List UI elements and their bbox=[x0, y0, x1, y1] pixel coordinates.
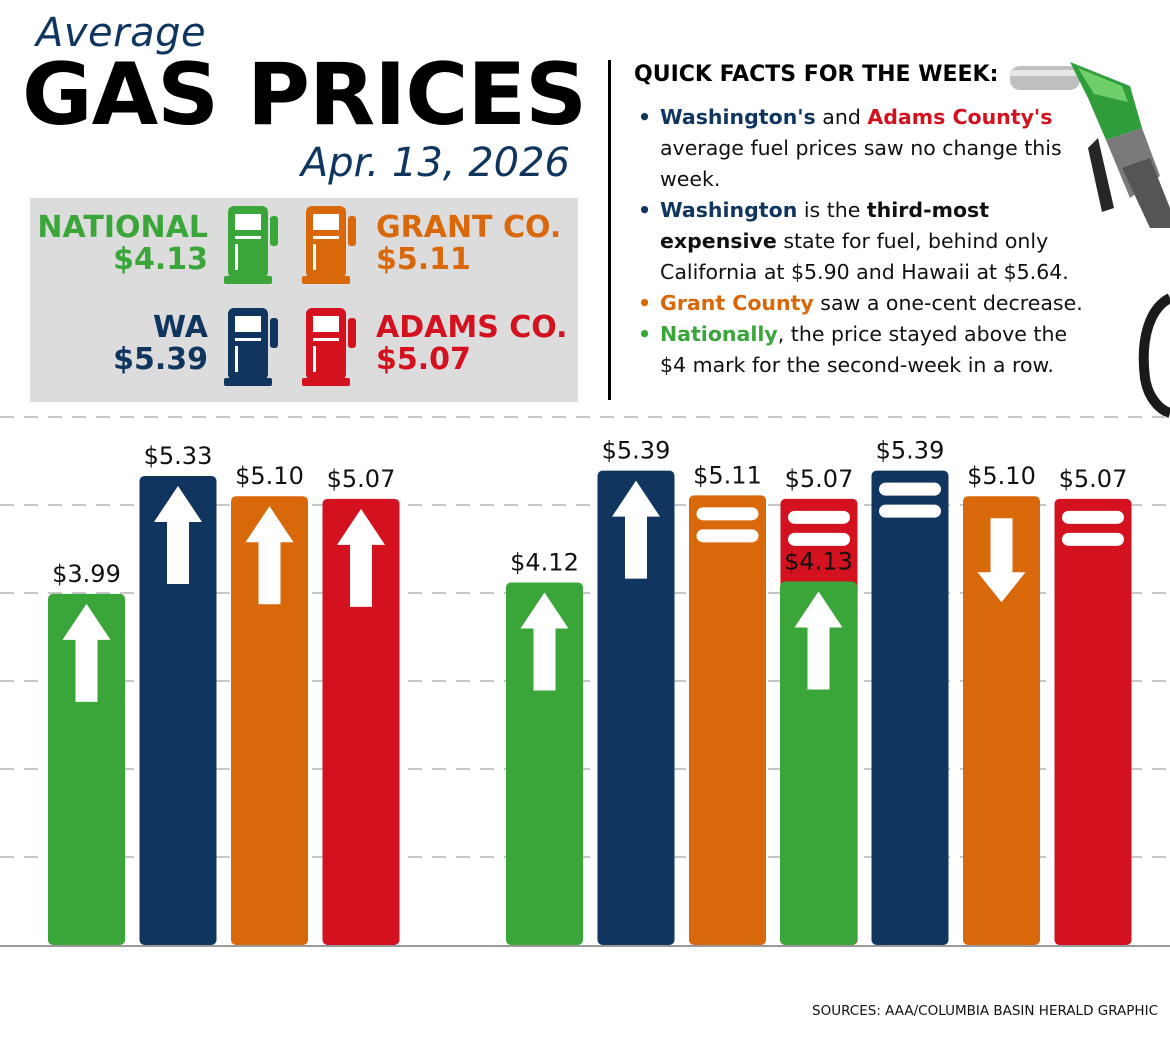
national-label: NATIONAL $4.13 bbox=[37, 210, 208, 277]
bar bbox=[48, 593, 125, 945]
bar bbox=[871, 470, 949, 945]
quick-facts-list: • Washington's and Adams County's average… bbox=[636, 102, 1096, 381]
bullet-icon: • bbox=[638, 198, 652, 222]
equal-sign-icon bbox=[696, 507, 759, 543]
quick-fact-item: • Grant County saw a one-cent decrease. bbox=[636, 288, 1096, 319]
quick-fact-item: • Washington is the third-most expensive … bbox=[636, 195, 1096, 288]
quick-fact-text: Washington's bbox=[660, 105, 816, 129]
gas-price-bar-chart: $3.99 $5.33 $5.10 $5.07 $4.12 $5.39 $5.11 $5.07… bbox=[0, 416, 1170, 947]
quick-fact-text: Grant County bbox=[660, 291, 814, 315]
quick-fact-text: Adams County's bbox=[867, 105, 1053, 129]
equal-bar-bottom bbox=[879, 504, 941, 518]
bullet-icon: • bbox=[638, 322, 652, 346]
grant-pump-icon bbox=[302, 206, 356, 284]
bar-value-label: $5.33 bbox=[144, 442, 213, 470]
bar-value-label: $5.07 bbox=[327, 465, 396, 493]
arrow-up-icon bbox=[62, 603, 111, 702]
quick-facts-heading: QUICK FACTS FOR THE WEEK: bbox=[634, 62, 999, 87]
bullet-icon: • bbox=[638, 291, 652, 315]
bar-value-label: $5.39 bbox=[602, 437, 671, 465]
arrow-up-icon bbox=[337, 508, 385, 607]
bar-value-label: $5.11 bbox=[693, 461, 762, 489]
bar bbox=[322, 498, 400, 945]
equal-sign-icon bbox=[879, 482, 941, 518]
bar bbox=[231, 496, 308, 945]
bar-value-label: $5.10 bbox=[967, 462, 1036, 490]
equal-bar-top bbox=[1062, 510, 1124, 524]
equal-bar-bottom bbox=[1062, 532, 1124, 546]
quick-fact-item: • Nationally, the price stayed above the … bbox=[636, 319, 1096, 381]
header-average: Average bbox=[36, 10, 207, 56]
gas-nozzle-icon bbox=[1010, 62, 1170, 418]
equal-bar-top bbox=[879, 482, 941, 496]
quick-fact-text: Nationally bbox=[660, 322, 778, 346]
equal-sign-icon bbox=[788, 510, 850, 546]
bullet-icon: • bbox=[638, 105, 652, 129]
bar bbox=[689, 495, 766, 945]
bar bbox=[1054, 498, 1132, 945]
quick-fact-text: average fuel prices saw no change this w… bbox=[660, 136, 1062, 191]
adams-label: ADAMS CO. $5.07 bbox=[376, 310, 568, 377]
equal-bar-top bbox=[696, 507, 759, 521]
equal-bar-bottom bbox=[696, 529, 759, 543]
arrow-up-icon bbox=[245, 506, 294, 605]
bar bbox=[963, 496, 1040, 945]
arrow-up-icon bbox=[520, 592, 569, 691]
bar-value-label: $5.07 bbox=[785, 465, 854, 493]
equal-bar-top bbox=[788, 510, 850, 524]
equal-sign-icon bbox=[1062, 510, 1124, 546]
page-title: GAS PRICES bbox=[22, 45, 587, 145]
quick-fact-text: third-most expensive bbox=[660, 198, 990, 253]
arrow-up-icon bbox=[612, 480, 660, 579]
bar-value-label: $3.99 bbox=[52, 560, 121, 588]
bar-value-label: $4.12 bbox=[510, 548, 579, 576]
source-credit: SOURCES: AAA/COLUMBIA BASIN HERALD GRAPH… bbox=[812, 1003, 1158, 1019]
bar bbox=[780, 581, 857, 945]
bar-value-label: $5.07 bbox=[1059, 465, 1128, 493]
quick-fact-text: , the price stayed above the $4 mark for… bbox=[660, 322, 1068, 377]
arrow-up-icon bbox=[794, 591, 843, 690]
arrow-down-icon bbox=[977, 518, 1026, 603]
header-date: Apr. 13, 2026 bbox=[300, 140, 570, 186]
wa-pump-icon bbox=[224, 308, 278, 386]
bar bbox=[506, 582, 583, 945]
quick-fact-text: saw a one-cent decrease. bbox=[813, 291, 1083, 315]
bar-value-label: $5.39 bbox=[876, 437, 945, 465]
wa-label: WA $5.39 bbox=[113, 310, 208, 377]
grant-label: GRANT CO. $5.11 bbox=[376, 210, 562, 277]
price-summary-box: NATIONAL $4.13 GRANT CO. $5.11 WA $5.39 bbox=[30, 198, 578, 402]
header-divider bbox=[608, 60, 611, 400]
quick-fact-text: Washington bbox=[660, 198, 798, 222]
bar-value-label: $4.13 bbox=[784, 548, 853, 576]
equal-bar-bottom bbox=[788, 532, 850, 546]
bar-value-label: $5.10 bbox=[235, 462, 304, 490]
quick-fact-text: is the bbox=[797, 198, 867, 222]
quick-fact-item: • Washington's and Adams County's average… bbox=[636, 102, 1096, 195]
quick-fact-text: state for fuel, behind only California a… bbox=[660, 229, 1069, 284]
bar bbox=[597, 470, 675, 945]
national-pump-icon bbox=[224, 206, 278, 284]
bar bbox=[139, 475, 217, 945]
adams-pump-icon bbox=[302, 308, 356, 386]
arrow-up-icon bbox=[154, 485, 202, 584]
quick-fact-text: and bbox=[815, 105, 868, 129]
